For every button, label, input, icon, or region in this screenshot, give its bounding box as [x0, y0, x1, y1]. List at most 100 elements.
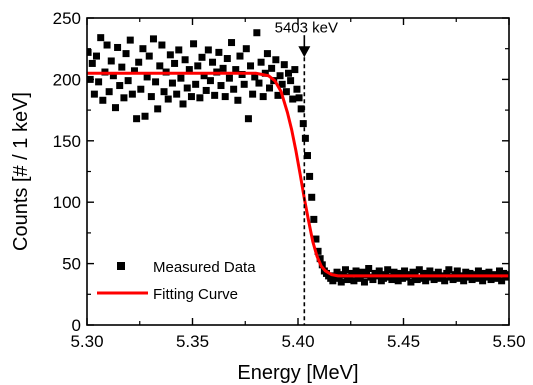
data-point: [188, 93, 195, 100]
y-axis-title: Counts [# / 1 keV]: [10, 92, 32, 251]
data-point: [283, 88, 290, 95]
data-point: [255, 80, 262, 87]
data-point: [342, 266, 349, 273]
data-point: [127, 37, 134, 44]
data-point: [228, 39, 235, 46]
plot-area: [85, 29, 512, 285]
axis-ticks: 5.30 5.35 5.40 5.45 5.50050100150200250: [53, 9, 526, 351]
data-point: [196, 94, 203, 101]
data-point: [308, 194, 315, 201]
data-point: [165, 96, 172, 103]
data-point: [285, 70, 292, 77]
y-tick-label: 50: [62, 255, 81, 274]
data-point: [139, 45, 146, 52]
data-point: [158, 42, 165, 49]
data-point: [230, 86, 237, 93]
data-point: [300, 120, 307, 127]
data-point: [365, 265, 372, 272]
legend: Measured Data Fitting Curve: [97, 259, 256, 303]
y-tick-label: 150: [53, 132, 81, 151]
data-point: [114, 44, 121, 51]
data-point: [192, 81, 199, 88]
annotation-energy-label: 5403 keV: [275, 19, 338, 36]
data-point: [215, 49, 222, 56]
data-point: [293, 86, 300, 93]
data-point: [241, 81, 248, 88]
data-point: [220, 65, 227, 72]
data-point: [99, 97, 106, 104]
data-point: [148, 93, 155, 100]
data-point: [266, 85, 273, 92]
data-point: [129, 91, 136, 98]
data-point: [247, 62, 254, 69]
data-point: [253, 29, 260, 36]
data-point: [222, 93, 229, 100]
data-point: [154, 105, 161, 112]
data-point: [135, 59, 142, 66]
data-point: [142, 113, 149, 120]
annotation-arrow-head: [298, 46, 310, 57]
data-point: [152, 78, 159, 85]
data-point: [169, 80, 176, 87]
data-point: [445, 266, 452, 273]
y-tick-label: 250: [53, 9, 81, 28]
data-point: [209, 59, 216, 66]
data-point: [85, 49, 92, 56]
data-point: [258, 59, 265, 66]
fitting-curve-line: [87, 73, 509, 276]
data-point: [116, 82, 123, 89]
data-point: [118, 64, 125, 71]
data-point: [245, 115, 252, 122]
data-point: [104, 42, 111, 49]
data-point: [205, 46, 212, 53]
data-point: [112, 104, 119, 111]
data-point: [203, 87, 210, 94]
data-point: [180, 100, 187, 107]
x-tick-label: 5.50: [492, 332, 525, 351]
data-point: [182, 56, 189, 63]
y-tick-label: 0: [72, 316, 81, 335]
data-point: [89, 60, 96, 67]
data-point: [272, 56, 279, 63]
data-point: [302, 135, 309, 142]
x-axis-title: Energy [MeV]: [237, 362, 358, 384]
data-point: [106, 88, 113, 95]
data-point: [234, 97, 241, 104]
data-point: [291, 66, 298, 73]
data-point: [226, 75, 233, 82]
x-tick-label: 5.35: [176, 332, 209, 351]
data-point: [184, 85, 191, 92]
data-point: [310, 216, 317, 223]
data-point: [161, 88, 168, 95]
data-point: [194, 62, 201, 69]
data-point: [338, 279, 345, 286]
data-point: [146, 53, 153, 60]
data-point: [167, 51, 174, 58]
x-tick-label: 5.45: [387, 332, 420, 351]
x-tick-label: 5.40: [281, 332, 314, 351]
data-point: [243, 45, 250, 52]
data-point: [93, 53, 100, 60]
legend-label-fitting-curve: Fitting Curve: [153, 286, 238, 303]
data-point: [287, 77, 294, 84]
data-point: [224, 55, 231, 62]
data-point: [198, 54, 205, 61]
data-point: [173, 91, 180, 98]
data-point: [260, 93, 267, 100]
data-point: [120, 94, 127, 101]
data-point: [156, 62, 163, 69]
data-point: [211, 92, 218, 99]
data-point: [296, 94, 303, 101]
y-tick-label: 200: [53, 70, 81, 89]
data-point: [133, 115, 140, 122]
data-point: [306, 173, 313, 180]
data-point: [171, 60, 178, 67]
data-point: [97, 34, 104, 41]
data-point: [207, 77, 214, 84]
data-point: [441, 277, 448, 284]
data-point: [376, 267, 383, 274]
data-point: [426, 267, 433, 274]
data-point: [277, 72, 284, 79]
data-point: [281, 61, 288, 68]
